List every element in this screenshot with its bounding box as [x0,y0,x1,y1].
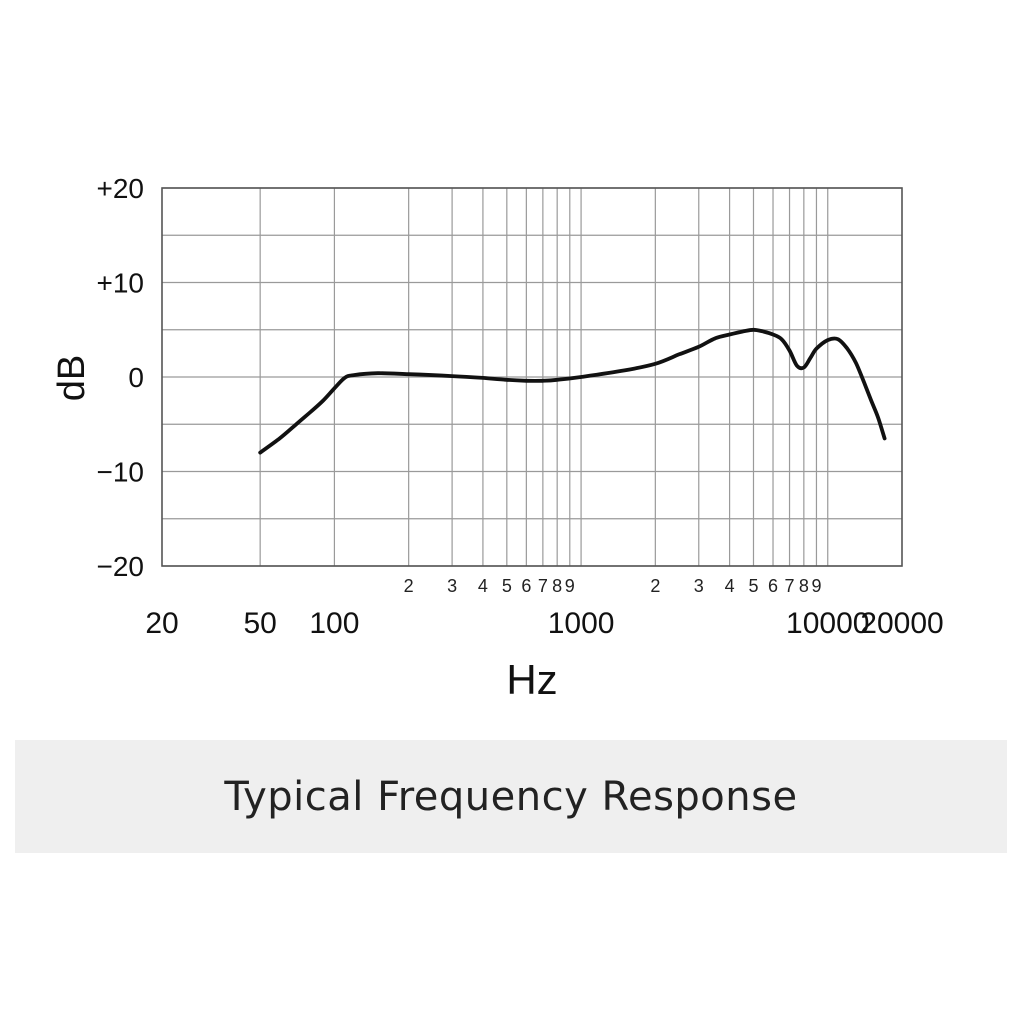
x-tick-label: 20 [145,607,178,640]
chart-caption: Typical Frequency Response [224,773,798,820]
x-minor-tick-label: 4 [725,576,735,596]
x-tick-label: 50 [243,607,276,640]
x-minor-tick-label: 9 [811,576,821,596]
y-tick-label: 0 [128,362,144,393]
curve-layer [258,327,887,455]
x-minor-tick-label: 7 [538,576,548,596]
x-minor-tick-label: 6 [768,576,778,596]
x-minor-tick-label: 6 [521,576,531,596]
x-minor-tick-label: 4 [478,576,488,596]
x-minor-tick-label: 5 [502,576,512,596]
x-minor-tick-label: 5 [748,576,758,596]
y-axis-label: dB [51,355,93,401]
y-tick-label: −20 [97,551,145,582]
y-tick-label: +20 [97,173,145,204]
x-tick-label: 10000 [786,607,869,640]
caption-bar: Typical Frequency Response [15,740,1007,853]
plot-frame [161,187,903,567]
y-tick-label: +10 [97,268,145,299]
x-tick-label: 100 [309,607,359,640]
x-minor-tick-label: 9 [565,576,575,596]
x-minor-tick-label: 7 [785,576,795,596]
x-tick-label: 20000 [860,607,943,640]
y-tick-label: −10 [97,457,145,488]
x-minor-tick-label: 8 [799,576,809,596]
grid [161,187,903,567]
y-tick-labels: +20 +10 0 −10 −20 [97,173,145,582]
x-minor-tick-label: 8 [552,576,562,596]
response-curve [258,327,887,455]
x-minor-tick-label: 2 [650,576,660,596]
x-minor-tick-label: 3 [694,576,704,596]
x-tick-label: 1000 [548,607,615,640]
x-minor-tick-label: 2 [404,576,414,596]
x-minor-tick-label: 3 [447,576,457,596]
x-axis-label: Hz [506,656,557,703]
